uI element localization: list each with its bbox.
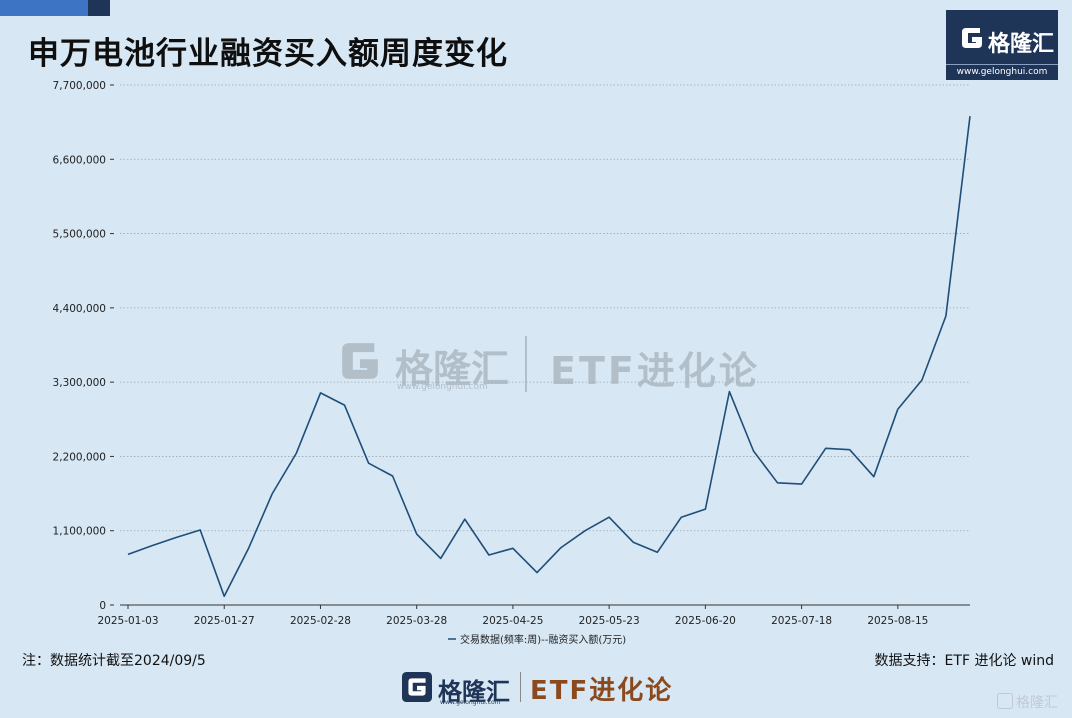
gelonghui-g-icon: [962, 28, 982, 48]
y-tick-label: 2,200,000: [53, 451, 106, 463]
bottom-etf: ETF进化论: [530, 676, 674, 706]
top-accent-bar: [0, 0, 110, 16]
legend-label: 交易数据(频率:周)--融资买入额(万元): [460, 633, 626, 646]
data-source: 数据支持：ETF 进化论 wind: [874, 653, 1054, 669]
chart-title: 申万电池行业融资买入额周度变化: [28, 36, 508, 72]
logo-url-text: www.gelonghui.com: [946, 64, 1058, 77]
x-tick-label: 2025-08-15: [867, 615, 928, 627]
bottom-divider: [520, 672, 521, 702]
y-tick-label: 4,400,000: [53, 303, 106, 315]
bottom-logo: 格隆汇 www.gelonghui.com ETF进化论: [402, 668, 692, 708]
y-tick-label: 1,100,000: [53, 526, 106, 538]
x-tick-label: 2025-01-27: [194, 615, 255, 627]
logo-brand-text: 格隆汇: [988, 32, 1055, 57]
x-tick-label: 2025-03-28: [386, 615, 447, 627]
brand-logo[interactable]: 格隆汇 www.gelonghui.com: [946, 10, 1058, 80]
corner-brand: 格隆汇: [1016, 695, 1058, 711]
x-tick-label: 2025-02-28: [290, 615, 351, 627]
x-tick-label: 2025-06-20: [675, 615, 736, 627]
top-accent-dark: [88, 0, 110, 16]
y-tick-label: 7,700,000: [53, 80, 106, 92]
series-line: [127, 116, 971, 598]
y-tick-label: 3,300,000: [53, 377, 106, 389]
bottom-url: www.gelonghui.com: [440, 699, 501, 706]
x-tick-label: 2025-05-23: [579, 615, 640, 627]
corner-watermark: 格隆汇: [994, 692, 1058, 712]
x-tick-label: 2025-04-25: [482, 615, 543, 627]
corner-g-icon: [997, 693, 1013, 709]
bottom-brand: 格隆汇: [438, 678, 510, 706]
y-tick-label: 6,600,000: [53, 154, 106, 166]
footnote: 注：数据统计截至2024/09/5: [22, 653, 206, 669]
y-tick-label: 5,500,000: [53, 229, 106, 241]
x-tick-label: 2025-07-18: [771, 615, 832, 627]
bottom-g-icon: [402, 672, 432, 702]
y-tick-label: 0: [99, 600, 106, 612]
x-tick-label: 2025-01-03: [97, 615, 158, 627]
